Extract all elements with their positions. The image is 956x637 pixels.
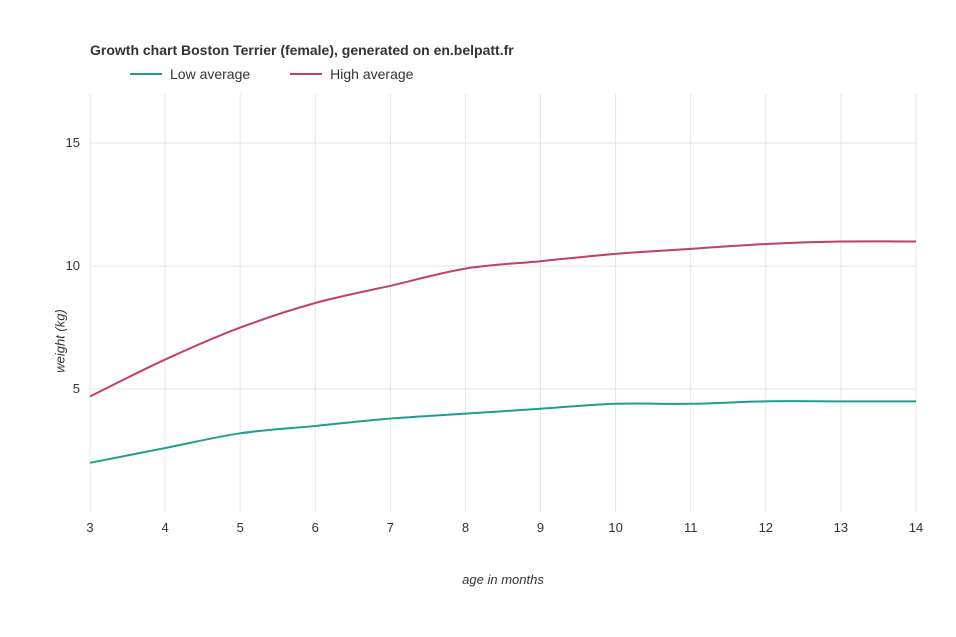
x-axis-label: age in months — [90, 572, 916, 587]
chart-legend: Low average High average — [90, 66, 916, 82]
legend-swatch-high — [290, 73, 322, 75]
svg-text:7: 7 — [387, 520, 394, 535]
plot-area: weight (kg) 3456789101112131451015 age i… — [90, 94, 916, 587]
svg-text:10: 10 — [66, 258, 80, 273]
svg-text:6: 6 — [312, 520, 319, 535]
legend-swatch-low — [130, 73, 162, 75]
y-axis-label: weight (kg) — [52, 309, 67, 373]
chart-title: Growth chart Boston Terrier (female), ge… — [90, 42, 916, 58]
svg-text:11: 11 — [684, 520, 698, 535]
legend-item-high: High average — [290, 66, 413, 82]
svg-text:12: 12 — [759, 520, 773, 535]
legend-label-low: Low average — [170, 66, 250, 82]
svg-text:5: 5 — [237, 520, 244, 535]
svg-text:3: 3 — [86, 520, 93, 535]
svg-text:14: 14 — [909, 520, 923, 535]
svg-text:10: 10 — [608, 520, 622, 535]
svg-text:4: 4 — [161, 520, 168, 535]
svg-text:15: 15 — [66, 135, 80, 150]
svg-text:9: 9 — [537, 520, 544, 535]
plot-svg: 3456789101112131451015 — [90, 94, 916, 540]
svg-text:8: 8 — [462, 520, 469, 535]
svg-text:5: 5 — [73, 381, 80, 396]
legend-item-low: Low average — [130, 66, 250, 82]
svg-text:13: 13 — [834, 520, 848, 535]
legend-label-high: High average — [330, 66, 413, 82]
growth-chart: Growth chart Boston Terrier (female), ge… — [90, 42, 916, 587]
